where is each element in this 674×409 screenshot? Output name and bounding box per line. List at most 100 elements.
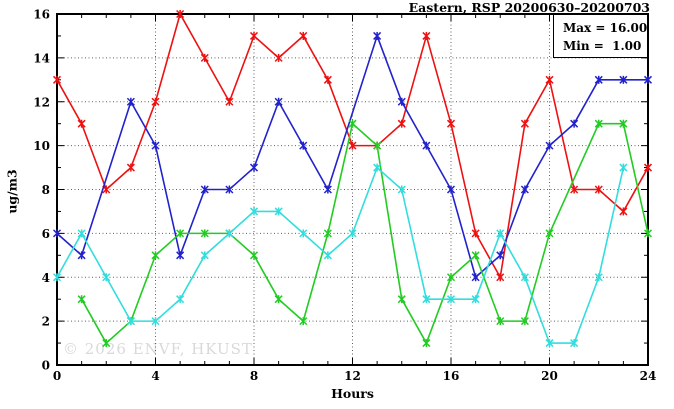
series-blue-point	[520, 185, 529, 194]
series-green-point	[619, 119, 628, 128]
series-blue-point	[299, 141, 308, 150]
series-red-point	[52, 75, 62, 84]
series-cyan-point	[274, 207, 283, 216]
series-cyan-point	[299, 229, 308, 238]
series-cyan	[52, 163, 628, 348]
series-cyan-point	[545, 339, 554, 348]
series-blue-point	[249, 163, 259, 172]
series-cyan-point	[176, 295, 185, 304]
series-red-point	[619, 207, 628, 216]
y-tick-label: 8	[42, 183, 50, 197]
series-red	[52, 9, 653, 282]
series-blue-point	[422, 141, 431, 150]
series-cyan-point	[520, 273, 529, 282]
series-green-point	[373, 141, 382, 150]
series-green-point	[102, 339, 111, 348]
series-blue-point	[397, 97, 406, 106]
series-red-point	[496, 273, 505, 282]
series-cyan-point	[496, 229, 505, 238]
series-cyan-point	[570, 339, 579, 348]
series-red-point	[643, 163, 653, 172]
legend-min-label: Min = 1.00	[563, 39, 642, 53]
watermark: © 2026 ENVF, HKUST	[63, 340, 253, 358]
series-cyan-point	[471, 295, 480, 304]
series-green-point	[77, 295, 86, 304]
series-green-point	[422, 339, 431, 348]
chart-title: Eastern, RSP 20200630–20200703	[408, 0, 650, 15]
series-green-point	[496, 317, 505, 326]
series-red-point	[471, 229, 480, 238]
series-green-point	[520, 317, 529, 326]
series-blue-point	[496, 251, 505, 260]
x-tick-label: 8	[250, 369, 258, 383]
x-axis-label: Hours	[331, 386, 374, 401]
series-blue-point	[225, 185, 234, 194]
series-blue-point	[643, 75, 653, 84]
series-cyan-point	[126, 317, 135, 326]
series-red-point	[323, 75, 332, 84]
series-red-point	[397, 119, 406, 128]
x-tick-label: 20	[541, 369, 558, 383]
legend-box: Max = 16.00 Min = 1.00	[553, 14, 648, 58]
series-blue	[52, 31, 653, 282]
series-cyan-point	[422, 295, 431, 304]
series-blue-point	[446, 185, 456, 194]
series-blue-point	[594, 75, 603, 84]
series-blue-point	[570, 119, 579, 128]
series-red-point	[77, 119, 86, 128]
series-red-point	[176, 9, 185, 19]
series-green-point	[299, 317, 308, 326]
series-blue-point	[126, 97, 135, 106]
series-blue-point	[274, 97, 283, 106]
series-blue-point	[151, 141, 160, 150]
series-red-point	[126, 163, 135, 172]
series-blue-point	[52, 229, 62, 238]
series-red-point	[594, 185, 603, 194]
series-red-point	[348, 141, 357, 150]
series-green-line	[80, 122, 649, 345]
series-cyan-point	[323, 251, 332, 260]
series-blue-point	[200, 185, 209, 194]
series-blue-point	[471, 273, 480, 282]
y-tick-label: 4	[42, 271, 50, 285]
y-tick-label: 10	[33, 139, 50, 153]
series-cyan-point	[249, 207, 259, 216]
series-green-point	[249, 251, 259, 260]
series-green-point	[200, 229, 209, 238]
series-cyan-point	[619, 163, 628, 172]
series-cyan-point	[446, 295, 456, 304]
series-cyan-point	[348, 229, 357, 238]
series-green-point	[151, 251, 160, 260]
series-cyan-point	[77, 229, 86, 238]
series-blue-point	[176, 251, 185, 260]
series-red-point	[520, 119, 529, 128]
series-red-point	[151, 97, 160, 106]
series-blue-point	[619, 75, 628, 84]
x-tick-label: 0	[53, 369, 61, 383]
legend-max-label: Max = 16.00	[563, 21, 648, 35]
series-green-point	[446, 273, 456, 282]
y-tick-label: 6	[42, 227, 50, 241]
x-tick-label: 4	[151, 369, 159, 383]
series-blue-point	[77, 251, 86, 260]
series-red-point	[225, 97, 234, 106]
series-red-point	[422, 31, 431, 40]
series-green-point	[176, 229, 185, 238]
series-red-point	[249, 31, 259, 40]
series-green-point	[471, 251, 480, 260]
y-tick-label: 14	[33, 51, 50, 65]
series-cyan-line	[56, 166, 625, 344]
series-cyan-point	[225, 229, 234, 238]
series-cyan-point	[397, 185, 406, 194]
series-red-point	[545, 75, 554, 84]
series-green-point	[323, 229, 332, 238]
series-red-point	[274, 53, 283, 62]
series-cyan-point	[594, 273, 603, 282]
x-tick-label: 12	[344, 369, 361, 383]
series-cyan-point	[200, 251, 209, 260]
y-axis-label: ug/m3	[4, 169, 20, 214]
series-blue-point	[545, 141, 554, 150]
series-blue-line	[56, 33, 648, 279]
series-red-point	[299, 31, 308, 40]
